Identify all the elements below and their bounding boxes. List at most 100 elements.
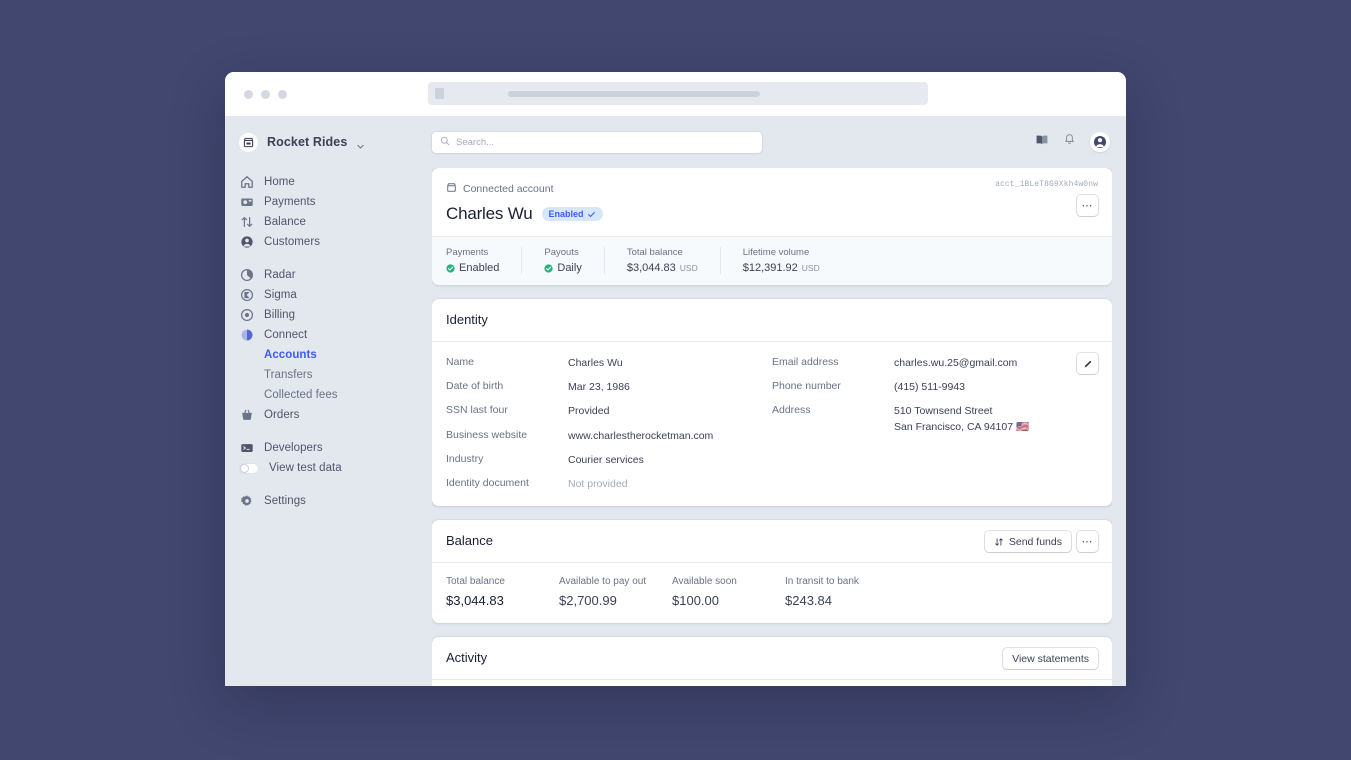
sidebar-item-label: Orders: [264, 409, 300, 421]
stat-value-text: Enabled: [459, 262, 500, 274]
payments-icon: [239, 195, 254, 210]
balance-available-to-pay-out: Available to pay out $2,700.99: [559, 576, 672, 608]
sidebar-item-label: Developers: [264, 442, 323, 454]
identity-key: Address: [772, 404, 811, 417]
identity-value: Not provided: [568, 478, 628, 491]
identity-edit-button[interactable]: [1077, 353, 1098, 374]
sidebar-item-payments[interactable]: Payments: [225, 192, 422, 212]
main-content: Search...: [422, 116, 1126, 686]
sidebar-item-label: Home: [264, 176, 295, 188]
sidebar-item-label: Balance: [264, 216, 306, 228]
identity-body: Name Charles Wu Date of birth Mar 23, 1986…: [432, 342, 1112, 506]
balance-more-label: ⋯: [1081, 535, 1094, 548]
bell-icon[interactable]: [1063, 133, 1076, 151]
sidebar-item-connect[interactable]: Connect: [225, 325, 422, 345]
account-header: Connected account acct_1BLeT8G9Xkh4w0nw …: [432, 168, 1112, 236]
sidebar-item-accounts[interactable]: Accounts: [225, 345, 422, 365]
stat-total-balance: Total balance $3,044.83 USD: [627, 247, 721, 274]
stat-value-text: Daily: [557, 262, 582, 274]
view-statements-button[interactable]: View statements: [1003, 648, 1098, 670]
close-window-button[interactable]: [244, 89, 253, 99]
sidebar-item-customers[interactable]: Customers: [225, 232, 422, 252]
docs-icon[interactable]: [1035, 133, 1049, 152]
sidebar-item-billing[interactable]: Billing: [225, 305, 422, 325]
view-test-data-toggle[interactable]: View test data: [225, 458, 422, 478]
sigma-icon: [239, 288, 254, 303]
content-scroll-area[interactable]: Connected account acct_1BLeT8G9Xkh4w0nw …: [432, 168, 1112, 686]
status-badge-label: Enabled: [548, 209, 584, 219]
activity-tabs: Payments Transfers Payouts Collected fee…: [432, 679, 1112, 686]
sidebar-item-settings[interactable]: Settings: [225, 491, 422, 511]
sidebar-item-orders[interactable]: Orders: [225, 405, 422, 425]
billing-icon: [239, 308, 254, 323]
balance-more-button[interactable]: ⋯: [1077, 531, 1098, 553]
identity-row: Name Charles Wu: [446, 356, 772, 371]
identity-row: Business website www.charlestherocketman.…: [446, 429, 772, 444]
sidebar-item-home[interactable]: Home: [225, 172, 422, 192]
sidebar-item-radar[interactable]: Radar: [225, 265, 422, 285]
sidebar-subitem-label: Transfers: [264, 369, 313, 381]
avatar[interactable]: [1090, 132, 1110, 152]
sidebar-item-sigma[interactable]: Sigma: [225, 285, 422, 305]
stat-payouts: Payouts Daily: [544, 247, 605, 274]
balance-in-transit: In transit to bank $243.84: [785, 576, 898, 608]
account-more-label: ⋯: [1081, 199, 1094, 212]
identity-value: (415) 511-9943: [894, 381, 966, 394]
connected-account-kicker: Connected account: [446, 180, 1098, 198]
store-icon: [446, 180, 457, 198]
brand-switcher[interactable]: Rocket Rides: [225, 129, 422, 155]
sidebar-item-label: Settings: [264, 495, 306, 507]
stat-value: Daily: [544, 262, 582, 274]
identity-value: charles.wu.25@gmail.com: [894, 357, 1018, 369]
maximize-window-button[interactable]: [278, 89, 287, 99]
browser-chrome: [225, 72, 1126, 116]
account-stats: Payments Enabled Payouts Dail: [432, 236, 1112, 285]
stat-value-text: $12,391.92: [742, 262, 798, 274]
url-text-placeholder: [508, 90, 760, 97]
gear-icon: [239, 494, 254, 509]
tab-collected-fees[interactable]: Collected fees: [630, 680, 719, 686]
tab-payments[interactable]: Payments: [446, 680, 504, 686]
balance-label: In transit to bank: [785, 576, 859, 588]
identity-row: Phone number (415) 511-9943: [772, 380, 1098, 395]
account-header-actions: ⋯: [1077, 195, 1098, 216]
balance-card: Balance Send funds ⋯: [432, 520, 1112, 624]
stat-lifetime-volume: Lifetime volume $12,391.92 USD: [743, 247, 842, 274]
connected-account-label: Connected account: [463, 183, 554, 195]
balance-label: Total balance: [446, 576, 505, 588]
check-circle-icon: [544, 263, 553, 273]
sidebar-item-label: Customers: [264, 236, 321, 248]
balance-header-actions: Send funds ⋯: [984, 531, 1098, 553]
sidebar-item-collected-fees[interactable]: Collected fees: [225, 385, 422, 405]
sidebar-item-transfers[interactable]: Transfers: [225, 365, 422, 385]
identity-row: Identity document Not provided: [446, 477, 772, 492]
stat-label: Lifetime volume: [742, 247, 810, 258]
balance-value: $3,044.83: [446, 593, 504, 609]
browser-window: Rocket Rides Home: [225, 72, 1126, 686]
url-bar[interactable]: [428, 82, 928, 105]
sidebar-item-developers[interactable]: Developers: [225, 438, 422, 458]
view-statements-label: View statements: [1012, 652, 1089, 665]
toggle-switch[interactable]: [239, 462, 259, 474]
sidebar-subitem-label: Collected fees: [264, 389, 338, 401]
send-funds-button[interactable]: Send funds: [984, 531, 1071, 553]
page-title: Charles Wu: [446, 204, 533, 223]
topbar-actions: [1035, 132, 1112, 152]
status-badge: Enabled: [541, 207, 603, 221]
account-more-button[interactable]: ⋯: [1077, 195, 1098, 216]
balance-label: Available to pay out: [559, 576, 647, 588]
identity-value: www.charlestherocketman.com: [568, 429, 714, 442]
sidebar-item-balance[interactable]: Balance: [225, 212, 422, 232]
identity-row: Date of birth Mar 23, 1986: [446, 380, 772, 395]
tab-payouts[interactable]: Payouts: [570, 680, 630, 686]
search-input[interactable]: Search...: [432, 131, 762, 153]
identity-row: Address 510 Townsend Street San Francisco…: [772, 404, 1098, 434]
stat-value: $12,391.92 USD: [743, 262, 820, 274]
account-name-row: Charles Wu Enabled: [446, 204, 1098, 224]
minimize-window-button[interactable]: [261, 89, 270, 99]
identity-title: Identity: [446, 312, 488, 327]
balance-arrows-icon: [239, 215, 254, 230]
tab-transfers[interactable]: Transfers: [504, 680, 570, 686]
identity-card: Identity Name Charles Wu Date of birth Mar…: [432, 299, 1112, 507]
store-icon: [239, 132, 258, 152]
